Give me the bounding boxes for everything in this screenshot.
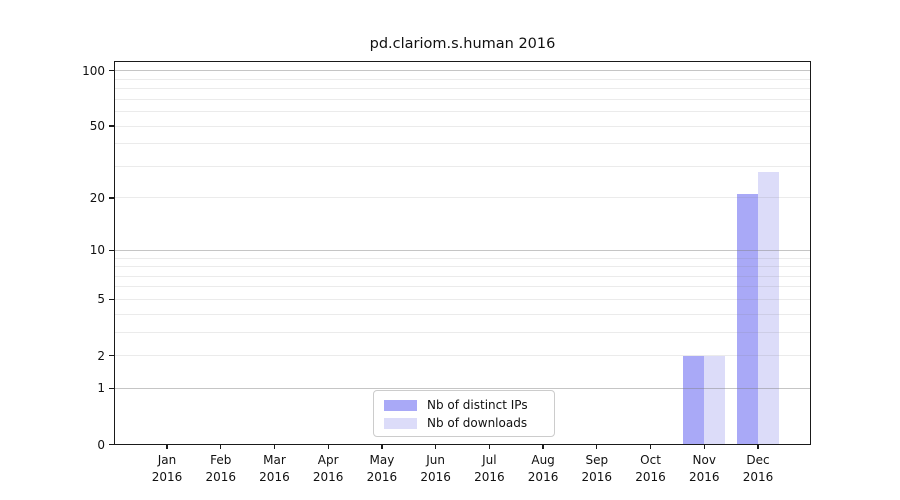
gridline-50 bbox=[114, 125, 811, 127]
y-tick-label-1: 1 bbox=[97, 381, 105, 396]
gridline-80 bbox=[114, 88, 811, 90]
gridline-70 bbox=[114, 98, 811, 100]
gridline-7 bbox=[114, 275, 811, 277]
gridline-6 bbox=[114, 286, 811, 288]
plot-area: Nb of distinct IPs Nb of downloads 0 1 2 5 10… bbox=[82, 61, 811, 484]
x-tick-aug bbox=[542, 445, 544, 449]
x-tick-label-nov: Nov 2016 bbox=[688, 453, 720, 484]
y-tick-10 bbox=[109, 249, 114, 251]
gridline-8 bbox=[114, 266, 811, 268]
gridline-40 bbox=[114, 143, 811, 145]
legend-label-nb-of-downloads: Nb of downloads bbox=[427, 416, 528, 430]
x-tick-jul bbox=[488, 445, 490, 449]
x-tick-label-apr: Apr 2016 bbox=[312, 453, 344, 484]
legend: Nb of distinct IPs Nb of downloads bbox=[373, 390, 555, 437]
x-tick-label-jun: Jun 2016 bbox=[420, 453, 451, 484]
gridline-100 bbox=[114, 70, 811, 72]
gridline-30 bbox=[114, 165, 811, 167]
y-tick-50 bbox=[109, 125, 114, 127]
gridline-5 bbox=[114, 298, 811, 300]
y-tick-5 bbox=[109, 298, 114, 301]
y-tick-label-2: 2 bbox=[97, 348, 105, 363]
legend-swatch-nb-of-distinct-ips bbox=[384, 399, 417, 411]
y-tick-label-10: 10 bbox=[89, 243, 105, 258]
gridline-9 bbox=[114, 257, 811, 259]
x-tick-jun bbox=[434, 445, 437, 449]
legend-entry-nb-of-downloads: Nb of downloads bbox=[384, 414, 546, 432]
x-tick-label-dec: Dec 2016 bbox=[742, 453, 774, 484]
y-tick-0 bbox=[109, 443, 114, 446]
x-tick-dec bbox=[757, 445, 759, 449]
gridline-20 bbox=[114, 197, 811, 199]
x-tick-label-sep: Sep 2016 bbox=[581, 453, 613, 484]
x-tick-label-may: May 2016 bbox=[366, 453, 398, 484]
legend-swatch-nb-of-downloads bbox=[384, 417, 417, 429]
x-tick-mar bbox=[273, 445, 276, 449]
gridline-60 bbox=[114, 111, 811, 113]
gridline-3 bbox=[114, 331, 811, 333]
gridline-10 bbox=[114, 249, 811, 251]
x-tick-label-jan: Jan 2016 bbox=[151, 453, 183, 484]
bar-nb-of-distinct-ips-nov bbox=[683, 355, 705, 445]
bar-nb-of-downloads-dec bbox=[758, 171, 779, 445]
gridline-90 bbox=[114, 78, 811, 80]
x-tick-label-oct: Oct 2016 bbox=[635, 453, 666, 484]
y-tick-2 bbox=[109, 354, 114, 357]
x-tick-sep bbox=[596, 445, 598, 449]
x-tick-label-jul: Jul 2016 bbox=[474, 453, 505, 484]
legend-label-nb-of-distinct-ips: Nb of distinct IPs bbox=[427, 398, 528, 412]
x-tick-jan bbox=[166, 445, 168, 449]
x-tick-nov bbox=[703, 445, 705, 449]
y-tick-label-0: 0 bbox=[97, 437, 105, 452]
y-tick-label-5: 5 bbox=[97, 292, 105, 307]
gridline-4 bbox=[114, 313, 811, 315]
x-tick-oct bbox=[649, 445, 652, 449]
y-tick-label-50: 50 bbox=[89, 119, 105, 134]
y-tick-label-100: 100 bbox=[82, 63, 105, 78]
y-tick-20 bbox=[109, 197, 114, 199]
y-tick-1 bbox=[109, 387, 114, 389]
bar-nb-of-distinct-ips-dec bbox=[737, 194, 758, 445]
x-tick-may bbox=[381, 445, 383, 449]
x-tick-label-mar: Mar 2016 bbox=[259, 453, 290, 484]
gridline-1 bbox=[114, 387, 811, 389]
chart-title: pd.clariom.s.human 2016 bbox=[369, 36, 556, 52]
x-tick-apr bbox=[327, 445, 329, 449]
bar-nb-of-downloads-nov bbox=[704, 355, 726, 445]
y-tick-label-20: 20 bbox=[89, 190, 105, 205]
legend-entry-nb-of-distinct-ips: Nb of distinct IPs bbox=[384, 396, 546, 414]
x-tick-label-aug: Aug 2016 bbox=[527, 453, 559, 484]
x-tick-feb bbox=[220, 445, 222, 449]
gridline-2 bbox=[114, 355, 811, 357]
y-tick-100 bbox=[109, 70, 114, 72]
x-tick-label-feb: Feb 2016 bbox=[205, 453, 236, 484]
